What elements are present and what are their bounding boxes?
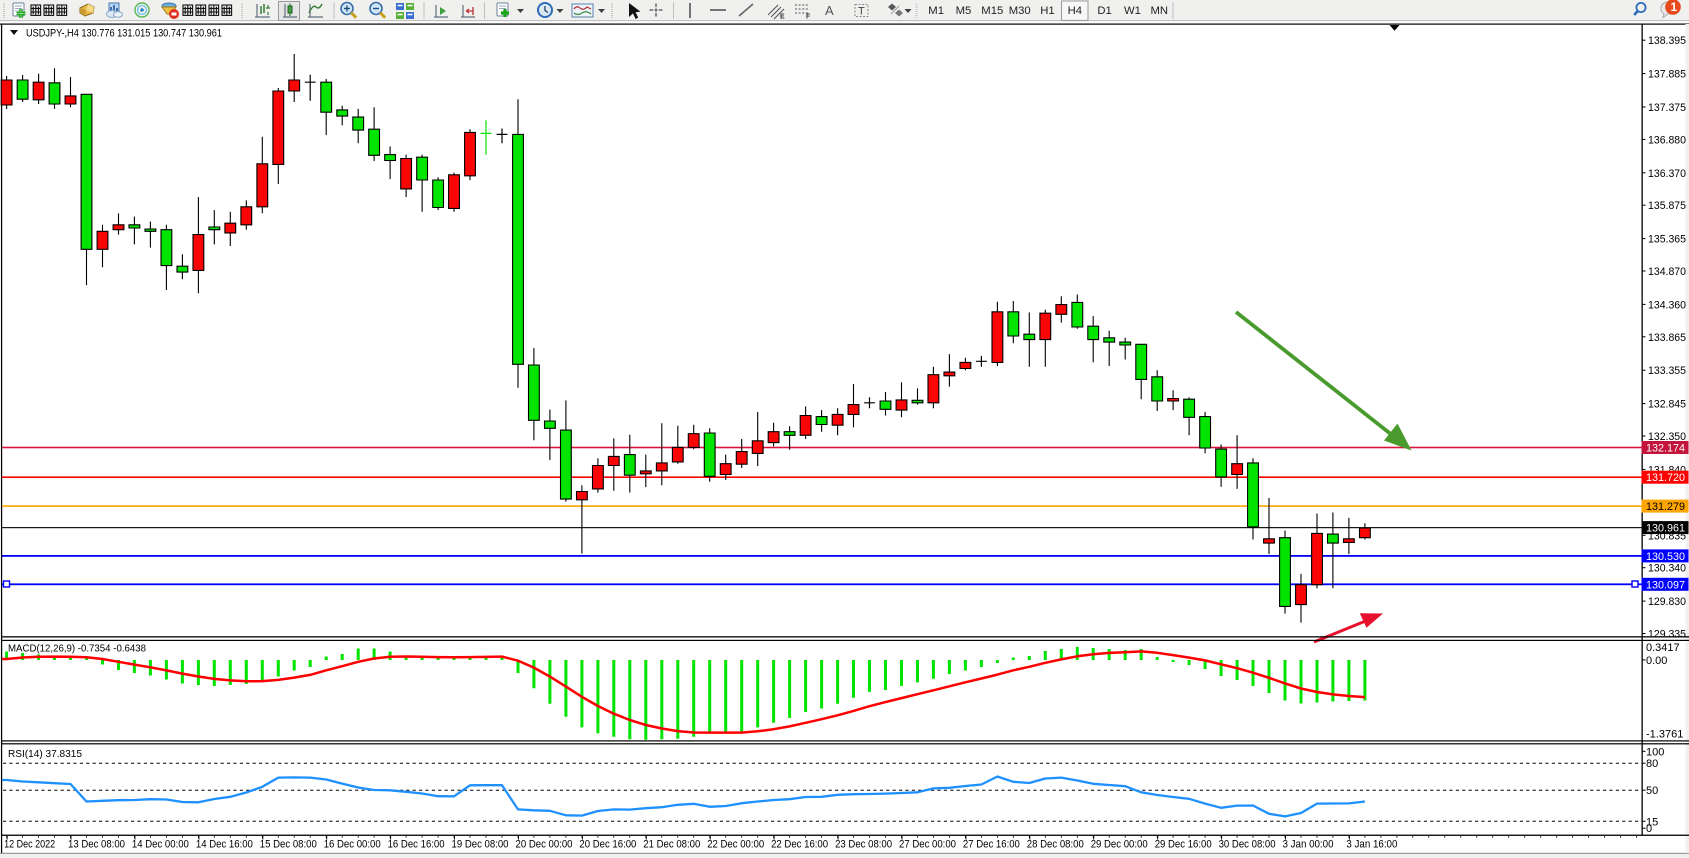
svg-text:RSI(14) 37.8315: RSI(14) 37.8315: [8, 749, 82, 760]
svg-text:E: E: [780, 14, 785, 21]
svg-text:F: F: [806, 14, 811, 21]
svg-text:13 Dec 08:00: 13 Dec 08:00: [68, 839, 125, 851]
svg-text:29 Dec 00:00: 29 Dec 00:00: [1091, 839, 1148, 851]
svg-text:100: 100: [1646, 746, 1664, 758]
svg-text:132.845: 132.845: [1648, 399, 1686, 411]
svg-text:H1: H1: [1040, 5, 1054, 17]
svg-text:14 Dec 16:00: 14 Dec 16:00: [196, 839, 253, 851]
svg-text:20 Dec 00:00: 20 Dec 00:00: [516, 839, 573, 851]
svg-text:H4: H4: [1068, 5, 1082, 17]
svg-text:136.880: 136.880: [1648, 134, 1686, 146]
svg-text:131.279: 131.279: [1646, 501, 1685, 513]
svg-text:134.870: 134.870: [1648, 266, 1686, 278]
svg-text:M30: M30: [1009, 5, 1031, 17]
svg-text:16 Dec 16:00: 16 Dec 16:00: [388, 839, 445, 851]
svg-text:134.360: 134.360: [1648, 299, 1686, 311]
svg-text:132.350: 132.350: [1648, 431, 1686, 443]
svg-text:14 Dec 00:00: 14 Dec 00:00: [132, 839, 189, 851]
svg-text:M5: M5: [956, 5, 972, 17]
svg-text:M15: M15: [981, 5, 1003, 17]
svg-text:22 Dec 16:00: 22 Dec 16:00: [771, 839, 828, 851]
svg-text:80: 80: [1646, 758, 1658, 770]
svg-text:0: 0: [1646, 823, 1652, 835]
svg-text:MACD(12,26,9) -0.7354 -0.6438: MACD(12,26,9) -0.7354 -0.6438: [8, 644, 146, 655]
svg-text:131.720: 131.720: [1646, 472, 1685, 484]
svg-text:137.885: 137.885: [1648, 69, 1686, 81]
svg-text:133.355: 133.355: [1648, 365, 1686, 377]
svg-text:130.530: 130.530: [1646, 551, 1685, 563]
svg-text:0.00: 0.00: [1646, 655, 1667, 667]
svg-text:0.3417: 0.3417: [1646, 642, 1680, 654]
svg-text:23 Dec 08:00: 23 Dec 08:00: [835, 839, 892, 851]
svg-text:15: 15: [1646, 816, 1658, 828]
svg-text:135.875: 135.875: [1648, 200, 1686, 212]
svg-text:MN: MN: [1151, 5, 1169, 17]
svg-text:29 Dec 16:00: 29 Dec 16:00: [1155, 839, 1212, 851]
svg-text:T: T: [858, 6, 865, 18]
svg-text:20 Dec 16:00: 20 Dec 16:00: [579, 839, 636, 851]
svg-text:130.097: 130.097: [1646, 579, 1685, 591]
svg-text:129.335: 129.335: [1648, 629, 1686, 641]
svg-text:12 Dec 2022: 12 Dec 2022: [4, 839, 55, 851]
svg-text:132.174: 132.174: [1646, 443, 1685, 455]
svg-text:1: 1: [1671, 0, 1678, 14]
svg-text:-1.3761: -1.3761: [1646, 729, 1683, 741]
svg-text:M1: M1: [928, 5, 944, 17]
svg-text:A: A: [825, 3, 834, 18]
svg-text:136.370: 136.370: [1648, 168, 1686, 180]
svg-text:129.830: 129.830: [1648, 596, 1686, 608]
svg-text:27 Dec 16:00: 27 Dec 16:00: [963, 839, 1020, 851]
svg-text:30 Dec 08:00: 30 Dec 08:00: [1219, 839, 1276, 851]
svg-text:D1: D1: [1097, 5, 1111, 17]
svg-text:27 Dec 00:00: 27 Dec 00:00: [899, 839, 956, 851]
svg-text:137.375: 137.375: [1648, 102, 1686, 114]
svg-text:138.395: 138.395: [1648, 35, 1686, 47]
svg-text:22 Dec 00:00: 22 Dec 00:00: [707, 839, 764, 851]
svg-text:USDJPY-,H4 130.776 131.015 13: USDJPY-,H4 130.776 131.015 130.747 130.9…: [26, 28, 222, 40]
svg-text:135.365: 135.365: [1648, 234, 1686, 246]
svg-text:19 Dec 08:00: 19 Dec 08:00: [452, 839, 509, 851]
svg-text:130.961: 130.961: [1646, 523, 1685, 535]
svg-text:21 Dec 08:00: 21 Dec 08:00: [643, 839, 700, 851]
svg-text:50: 50: [1646, 785, 1658, 797]
svg-text:3 Jan 16:00: 3 Jan 16:00: [1346, 839, 1397, 851]
svg-text:28 Dec 08:00: 28 Dec 08:00: [1027, 839, 1084, 851]
svg-text:W1: W1: [1124, 5, 1141, 17]
svg-text:15 Dec 08:00: 15 Dec 08:00: [260, 839, 317, 851]
svg-text:3 Jan 00:00: 3 Jan 00:00: [1283, 839, 1334, 851]
svg-text:133.865: 133.865: [1648, 332, 1686, 344]
svg-text:130.340: 130.340: [1648, 563, 1686, 575]
svg-text:16 Dec 00:00: 16 Dec 00:00: [324, 839, 381, 851]
